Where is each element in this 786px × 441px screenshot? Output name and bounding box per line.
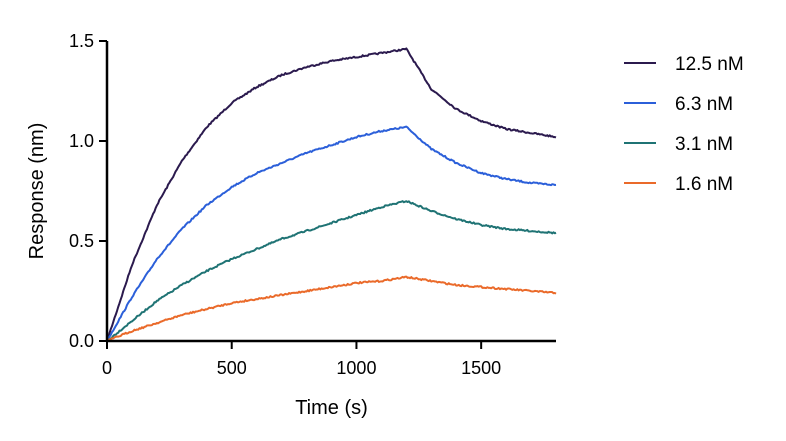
x-tick-label: 500 bbox=[217, 358, 247, 378]
y-tick-label: 0.0 bbox=[69, 331, 94, 351]
series-line-6-3-nm bbox=[106, 125, 557, 342]
y-axis-label: Response (nm) bbox=[26, 123, 48, 260]
axes bbox=[99, 40, 556, 349]
x-tick-label: 1000 bbox=[336, 358, 376, 378]
series-line-1-6-nm bbox=[106, 275, 557, 342]
series-line-12-5-nm bbox=[106, 47, 557, 341]
tick-labels: 0.0 0.5 1.0 1.5 0 500 1000 1500 bbox=[69, 31, 501, 378]
legend-label: 3.1 nM bbox=[675, 134, 733, 155]
x-tick-label: 0 bbox=[102, 358, 112, 378]
y-tick-label: 1.0 bbox=[69, 131, 94, 151]
x-tick-label: 1500 bbox=[461, 358, 501, 378]
legend-label: 1.6 nM bbox=[675, 174, 733, 195]
plot-area bbox=[106, 47, 557, 342]
series-line-3-1-nm bbox=[106, 200, 557, 342]
legend-label: 12.5 nM bbox=[675, 54, 744, 75]
y-tick-label: 0.5 bbox=[69, 231, 94, 251]
x-axis-label: Time (s) bbox=[295, 397, 368, 419]
y-tick-label: 1.5 bbox=[69, 31, 94, 51]
legend: 12.5 nM 6.3 nM 3.1 nM 1.6 nM bbox=[624, 54, 744, 195]
legend-label: 6.3 nM bbox=[675, 94, 733, 115]
